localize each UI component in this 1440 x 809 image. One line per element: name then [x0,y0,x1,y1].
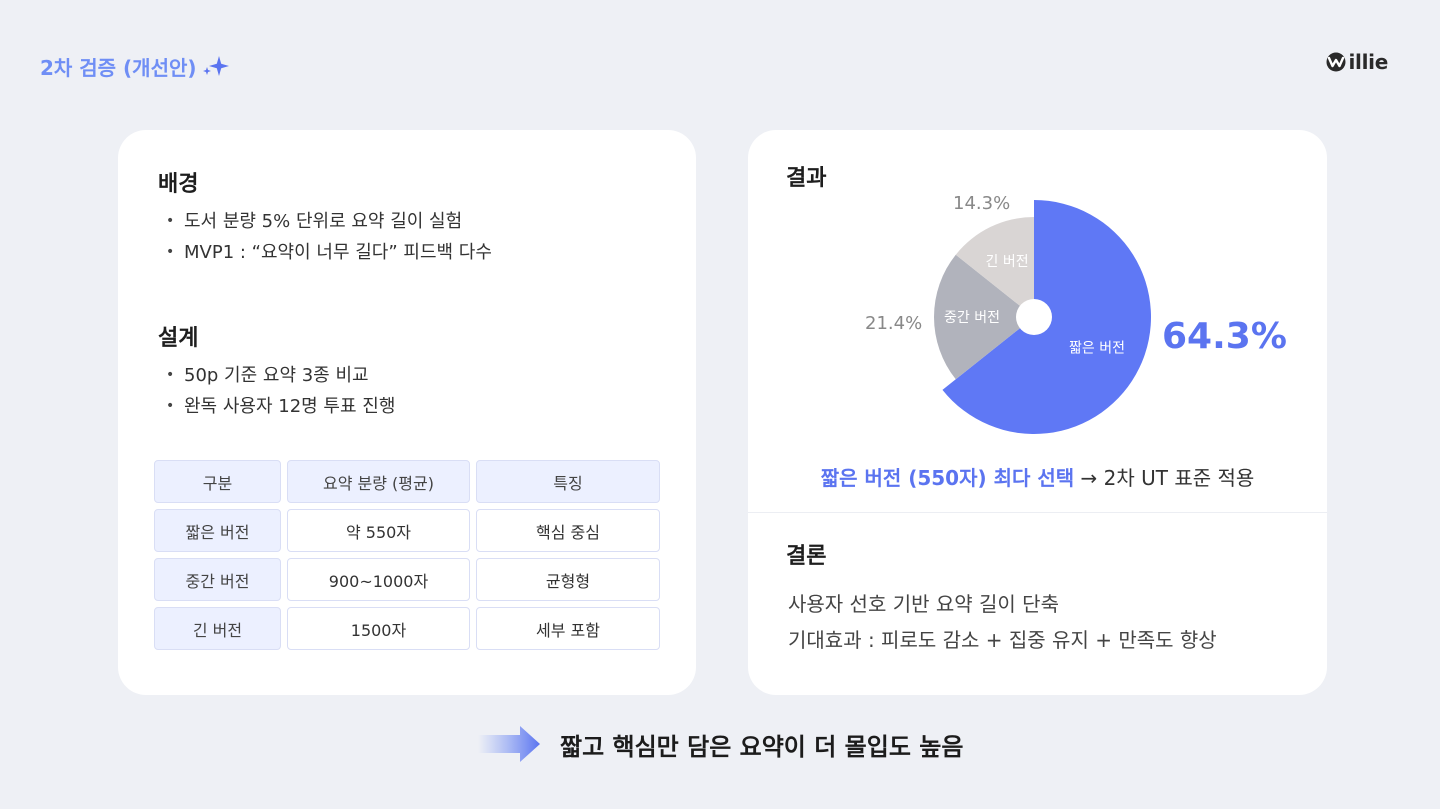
table-cell: 긴 버전 [154,607,281,650]
background-item: 도서 분량 5% 단위로 요약 길이 실험 [158,206,492,237]
table-cell: 900~1000자 [287,558,470,601]
summary-comparison-table: 구분 요약 분량 (평균) 특징 짧은 버전 약 550자 핵심 중심 중간 버… [154,460,660,656]
pie-value-label-long: 14.3% [953,193,1011,214]
design-item: 50p 기준 요약 3종 비교 [158,360,395,391]
bottom-summary-text: 짧고 핵심만 담은 요약이 더 몰입도 높음 [560,732,964,761]
background-heading: 배경 [158,172,199,197]
result-pie-chart: 짧은 버전 중간 버전 긴 버전 [934,200,1151,434]
pie-value-label-medium: 21.4% [865,313,923,334]
table-cell: 약 550자 [287,509,470,552]
page-title-text: 2차 검증 (개선안) [40,56,197,80]
table-row: 짧은 버전 약 550자 핵심 중심 [154,509,660,552]
table-header-cell: 특징 [476,460,660,503]
table-cell: 세부 포함 [476,607,660,650]
result-card: 결과 짧은 버전 중간 버전 긴 버전 14.3% 21.4% 64.3% 짧은 버… [748,130,1327,695]
pie-slice-label: 긴 버전 [986,254,1029,270]
result-highlight: 짧은 버전 (550자) 최다 선택 [820,466,1075,490]
background-item: MVP1 : “요약이 너무 길다” 피드백 다수 [158,237,492,268]
logo-text: illie [1348,50,1389,74]
design-item: 완독 사용자 12명 투표 진행 [158,391,395,422]
table-row: 중간 버전 900~1000자 균형형 [154,558,660,601]
conclusion-heading: 결론 [786,544,827,569]
pie-slice-label: 짧은 버전 [1069,340,1125,356]
design-list: 50p 기준 요약 3종 비교 완독 사용자 12명 투표 진행 [158,360,395,422]
conclusion-line: 기대효과 : 피로도 감소 + 집중 유지 + 만족도 향상 [788,628,1217,652]
section-divider [748,512,1327,513]
design-heading: 설계 [158,326,199,351]
table-cell: 1500자 [287,607,470,650]
brand-logo: illie [1324,50,1389,74]
table-cell: 짧은 버전 [154,509,281,552]
result-summary: 짧은 버전 (550자) 최다 선택 → 2차 UT 표준 적용 [748,462,1327,491]
background-list: 도서 분량 5% 단위로 요약 길이 실험 MVP1 : “요약이 너무 길다”… [158,206,492,268]
pie-slice [934,254,1034,380]
result-rest: → 2차 UT 표준 적용 [1074,466,1255,490]
logo-w-icon [1326,52,1345,72]
conclusion-line: 사용자 선호 기반 요약 길이 단축 [788,592,1059,616]
result-heading: 결과 [786,166,827,191]
sparkle-icon [202,55,229,76]
arrow-right-icon [478,726,540,762]
pie-slice [955,217,1034,317]
pie-center-hole [1016,299,1052,335]
pie-slice-label: 중간 버전 [944,310,1000,326]
page-title: 2차 검증 (개선안) [40,52,231,81]
table-cell: 핵심 중심 [476,509,660,552]
table-header-row: 구분 요약 분량 (평균) 특징 [154,460,660,503]
table-header-cell: 요약 분량 (평균) [287,460,470,503]
table-row: 긴 버전 1500자 세부 포함 [154,607,660,650]
table-cell: 중간 버전 [154,558,281,601]
table-cell: 균형형 [476,558,660,601]
pie-value-label-short: 64.3% [1162,316,1287,357]
experiment-card: 배경 도서 분량 5% 단위로 요약 길이 실험 MVP1 : “요약이 너무 … [118,130,696,695]
bottom-summary: 짧고 핵심만 담은 요약이 더 몰입도 높음 [478,724,963,764]
table-header-cell: 구분 [154,460,281,503]
